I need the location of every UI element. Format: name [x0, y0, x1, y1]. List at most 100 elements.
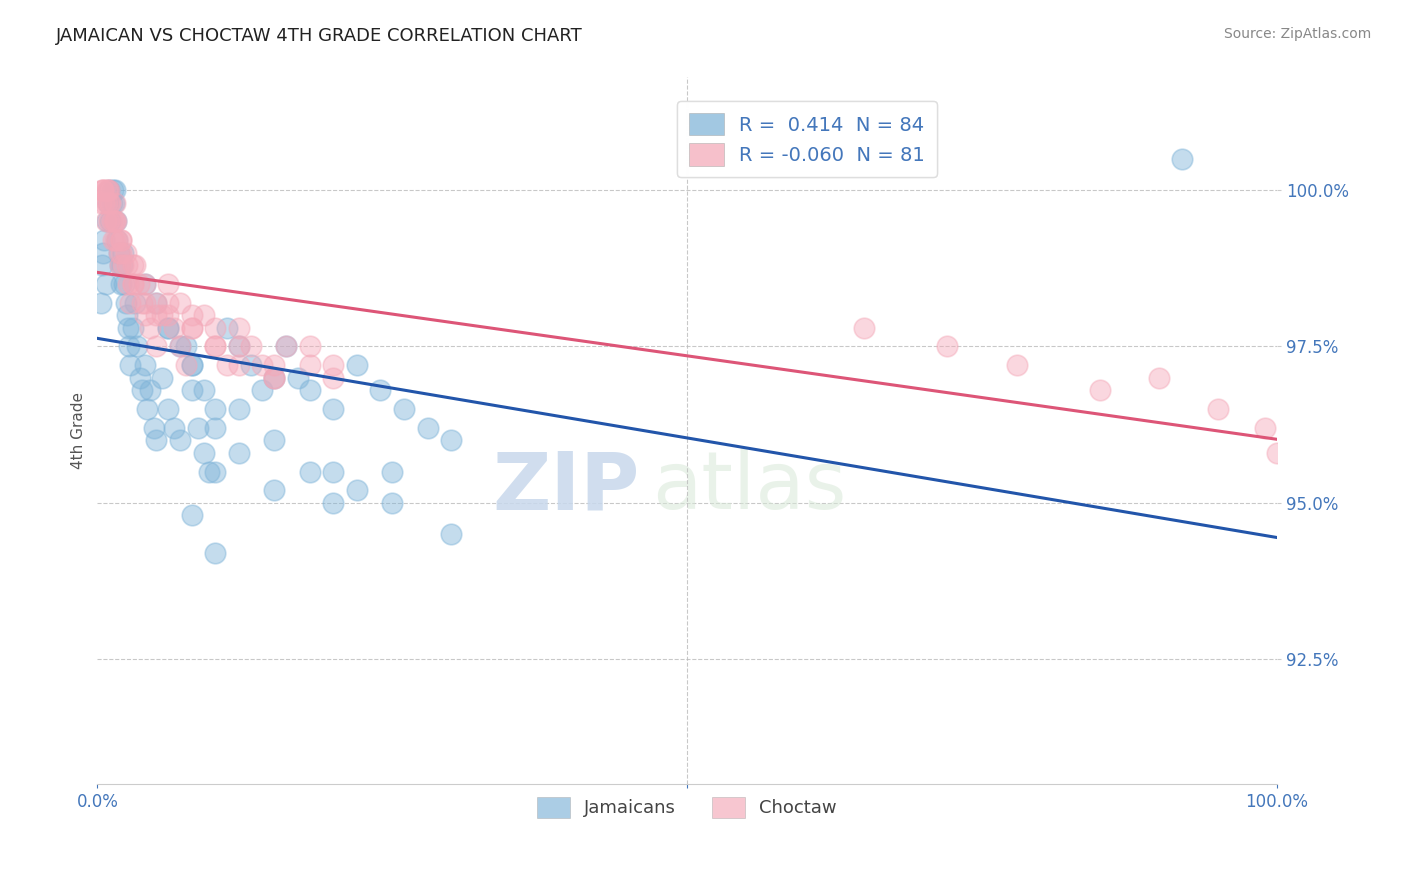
- Point: [180, 508, 202, 523]
- Point: [98, 214, 121, 228]
- Point: [134, 277, 156, 291]
- Point: [108, 258, 131, 272]
- Point: [110, 277, 132, 291]
- Point: [98, 183, 121, 197]
- Point: [114, 245, 136, 260]
- Point: [139, 384, 162, 398]
- Point: [274, 339, 297, 353]
- Point: [298, 384, 321, 398]
- Point: [97, 183, 120, 197]
- Point: [228, 358, 250, 372]
- Point: [1171, 152, 1194, 166]
- Point: [100, 214, 122, 228]
- Point: [180, 384, 202, 398]
- Point: [180, 308, 202, 322]
- Point: [157, 320, 180, 334]
- Point: [440, 527, 463, 541]
- Point: [90, 295, 112, 310]
- Point: [193, 384, 215, 398]
- Point: [101, 183, 124, 197]
- Point: [150, 308, 173, 322]
- Point: [91, 183, 114, 197]
- Point: [169, 434, 191, 448]
- Point: [157, 320, 180, 334]
- Point: [346, 358, 368, 372]
- Point: [239, 339, 262, 353]
- Point: [298, 465, 321, 479]
- Point: [124, 295, 146, 310]
- Point: [110, 245, 132, 260]
- Point: [91, 183, 114, 197]
- Y-axis label: 4th Grade: 4th Grade: [72, 392, 86, 469]
- Point: [1007, 358, 1029, 372]
- Point: [120, 295, 142, 310]
- Point: [322, 358, 344, 372]
- Point: [322, 465, 344, 479]
- Point: [204, 320, 226, 334]
- Point: [94, 277, 117, 291]
- Point: [98, 195, 121, 210]
- Text: JAMAICAN VS CHOCTAW 4TH GRADE CORRELATION CHART: JAMAICAN VS CHOCTAW 4TH GRADE CORRELATIO…: [56, 27, 583, 45]
- Point: [105, 214, 128, 228]
- Point: [107, 233, 129, 247]
- Point: [128, 277, 150, 291]
- Point: [103, 195, 125, 210]
- Point: [274, 339, 297, 353]
- Point: [392, 402, 415, 417]
- Point: [98, 214, 121, 228]
- Point: [228, 402, 250, 417]
- Point: [287, 370, 309, 384]
- Point: [134, 358, 156, 372]
- Point: [121, 277, 143, 291]
- Point: [120, 358, 142, 372]
- Point: [228, 320, 250, 334]
- Point: [228, 446, 250, 460]
- Legend: Jamaicans, Choctaw: Jamaicans, Choctaw: [530, 789, 844, 825]
- Point: [204, 402, 226, 417]
- Point: [101, 233, 124, 247]
- Point: [180, 358, 202, 372]
- Point: [204, 546, 226, 560]
- Point: [134, 295, 156, 310]
- Point: [322, 402, 344, 417]
- Point: [381, 465, 404, 479]
- Point: [204, 421, 226, 435]
- Point: [204, 339, 226, 353]
- Point: [145, 308, 167, 322]
- Point: [91, 183, 114, 197]
- Point: [139, 320, 162, 334]
- Point: [1265, 446, 1288, 460]
- Point: [157, 402, 180, 417]
- Point: [94, 214, 117, 228]
- Point: [143, 421, 166, 435]
- Point: [1254, 421, 1277, 435]
- Point: [145, 295, 167, 310]
- Point: [298, 339, 321, 353]
- Point: [96, 183, 118, 197]
- Point: [131, 295, 153, 310]
- Point: [263, 434, 285, 448]
- Point: [121, 320, 143, 334]
- Point: [90, 195, 112, 210]
- Point: [117, 277, 139, 291]
- Point: [217, 320, 239, 334]
- Point: [322, 370, 344, 384]
- Point: [416, 421, 439, 435]
- Point: [117, 320, 139, 334]
- Point: [107, 233, 129, 247]
- Text: Source: ZipAtlas.com: Source: ZipAtlas.com: [1223, 27, 1371, 41]
- Point: [193, 446, 215, 460]
- Point: [98, 183, 121, 197]
- Point: [145, 339, 167, 353]
- Point: [1088, 384, 1111, 398]
- Point: [93, 233, 115, 247]
- Point: [252, 358, 274, 372]
- Point: [935, 339, 957, 353]
- Point: [91, 245, 114, 260]
- Point: [103, 214, 125, 228]
- Point: [263, 370, 285, 384]
- Point: [97, 195, 120, 210]
- Point: [104, 233, 127, 247]
- Point: [93, 195, 115, 210]
- Point: [121, 258, 143, 272]
